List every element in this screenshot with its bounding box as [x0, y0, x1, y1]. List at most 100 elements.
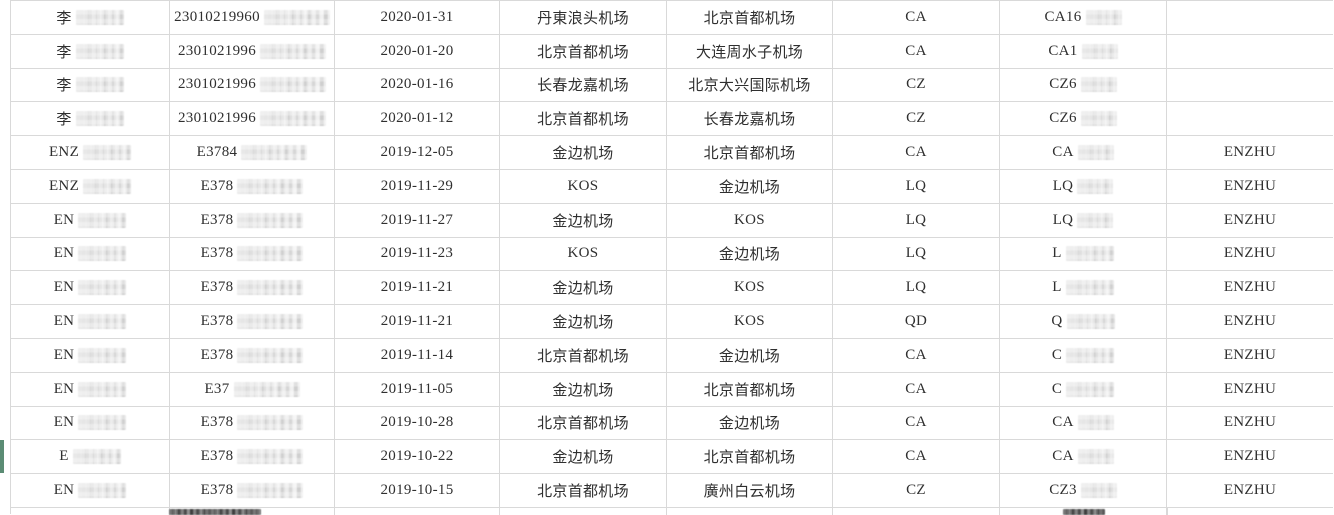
cell-id-number[interactable]: E378 [170, 169, 335, 203]
cell-airline-code[interactable]: CZ [833, 474, 1000, 507]
cell-flight-date[interactable]: 2020-01-12 [335, 102, 500, 136]
cell-flight-number[interactable]: LQ [1000, 203, 1167, 237]
cell-flight-date[interactable]: 2019-10-22 [335, 440, 500, 474]
cell-account-name[interactable] [1167, 102, 1333, 135]
cell-departure-airport[interactable]: 金边机场 [500, 203, 667, 237]
cell-passenger-name[interactable]: EN [11, 474, 170, 507]
cell-departure-airport[interactable]: 金边机场 [500, 271, 667, 305]
cell-account-name[interactable]: ENZHU [1167, 305, 1333, 338]
table-row[interactable]: EN E378 2019-11-27 金边机场 KOS LQ LQ ENZHU [11, 203, 1333, 238]
cell-departure-airport[interactable]: KOS [500, 169, 667, 203]
cell-flight-number[interactable]: Q [1000, 305, 1167, 338]
cell-id-number[interactable]: 2301021996 [170, 102, 335, 136]
cell-id-number[interactable]: 2301021996 [170, 34, 335, 68]
cell-account-name[interactable]: ENZHU [1167, 204, 1333, 237]
cell-flight-date[interactable]: 2020-01-20 [335, 34, 500, 68]
cell-departure-airport[interactable]: 北京首都机场 [500, 102, 667, 136]
cell-departure-airport[interactable]: 北京首都机场 [500, 338, 667, 372]
cell-account-name[interactable]: ENZHU [1167, 474, 1333, 507]
cell-airline-code[interactable]: CA [833, 34, 1000, 68]
table-row[interactable]: EN E378 2019-10-15 北京首都机场 廣州白云机场 CZ CZ3 ENZHU [11, 474, 1333, 508]
cell-account-name[interactable]: ENZHU [1167, 373, 1333, 406]
cell-flight-date[interactable]: 2019-11-21 [335, 305, 500, 338]
cell-flight-number[interactable]: CA [1000, 406, 1167, 440]
cell-airline-code[interactable]: CZ [833, 102, 1000, 136]
cell-account-name[interactable]: ENZHU [1167, 407, 1333, 440]
cell-airline-code[interactable]: LQ [833, 271, 1000, 305]
cell-arrival-airport[interactable]: KOS [667, 203, 833, 237]
cell-departure-airport[interactable]: 北京首都机场 [500, 474, 667, 507]
cell-passenger-name[interactable]: ENZ [11, 136, 170, 169]
cell-flight-date[interactable]: 2019-12-05 [335, 136, 500, 169]
table-row[interactable]: EN E37 2019-11-05 金边机场 北京首都机场 CA C ENZHU [11, 372, 1333, 407]
table-row[interactable]: EN E378 2019-11-21 金边机场 KOS QD Q ENZHU [11, 305, 1333, 339]
cell-id-number[interactable]: E378 [170, 338, 335, 372]
cell-id-number[interactable]: E378 [170, 305, 335, 338]
cell-id-number[interactable]: E37 [170, 372, 335, 406]
table-row[interactable]: EN E378 2019-10-28 北京首都机场 金边机场 CA CA ENZHU [11, 406, 1333, 441]
cell-arrival-airport[interactable]: 廣州白云机场 [667, 474, 833, 507]
cell-passenger-name[interactable]: EN [11, 305, 170, 338]
cell-arrival-airport[interactable]: KOS [667, 305, 833, 338]
cell-flight-number[interactable]: CZ3 [1000, 474, 1167, 507]
cell-passenger-name[interactable]: EN [11, 271, 170, 305]
cell-passenger-name[interactable]: EN [11, 338, 170, 372]
cell-account-name[interactable] [1167, 35, 1333, 68]
cell-id-number[interactable]: E378 [170, 440, 335, 474]
cell-airline-code[interactable]: CA [833, 406, 1000, 440]
cell-passenger-name[interactable]: 李 [11, 34, 170, 68]
table-row[interactable]: 李 2301021996 2020-01-12 北京首都机场 长春龙嘉机场 CZ CZ6 [11, 102, 1333, 137]
table-row[interactable]: ENZ E3784 2019-12-05 金边机场 北京首都机场 CA CA ENZHU [11, 136, 1333, 170]
cell-passenger-name[interactable]: EN [11, 203, 170, 237]
cell-flight-date[interactable]: 2019-11-29 [335, 169, 500, 203]
cell-flight-date[interactable]: 2020-01-31 [335, 1, 500, 34]
cell-flight-date[interactable]: 2019-11-14 [335, 338, 500, 372]
table-row[interactable]: 李 2301021996 2020-01-20 北京首都机场 大连周水子机场 CA CA1 [11, 34, 1333, 69]
cell-airline-code[interactable]: LQ [833, 237, 1000, 271]
cell-flight-date[interactable]: 2019-11-21 [335, 271, 500, 305]
cell-departure-airport[interactable]: 北京首都机场 [500, 406, 667, 440]
cell-airline-code[interactable]: CA [833, 1, 1000, 34]
cell-id-number[interactable]: E378 [170, 271, 335, 305]
cell-account-name[interactable]: ENZHU [1167, 339, 1333, 372]
cell-passenger-name[interactable]: ENZ [11, 169, 170, 203]
cell-arrival-airport[interactable]: 金边机场 [667, 169, 833, 203]
cell-passenger-name[interactable]: EN [11, 372, 170, 406]
cell-flight-date[interactable]: 2019-11-27 [335, 203, 500, 237]
cell-airline-code[interactable]: CA [833, 440, 1000, 474]
cell-arrival-airport[interactable]: 北京首都机场 [667, 136, 833, 169]
table-row[interactable]: E E378 2019-10-22 金边机场 北京首都机场 CA CA ENZHU [11, 440, 1333, 475]
cell-id-number[interactable]: E378 [170, 406, 335, 440]
cell-arrival-airport[interactable]: 金边机场 [667, 338, 833, 372]
cell-passenger-name[interactable]: 李 [11, 102, 170, 136]
cell-departure-airport[interactable]: 金边机场 [500, 440, 667, 474]
cell-flight-number[interactable]: CA [1000, 440, 1167, 474]
cell-account-name[interactable] [1167, 1, 1333, 34]
cell-account-name[interactable]: ENZHU [1167, 271, 1333, 304]
cell-flight-date[interactable]: 2019-11-05 [335, 372, 500, 406]
cell-arrival-airport[interactable]: KOS [667, 271, 833, 305]
cell-flight-date[interactable]: 2019-10-15 [335, 474, 500, 507]
cell-airline-code[interactable]: LQ [833, 169, 1000, 203]
table-row[interactable]: EN E378 2019-11-14 北京首都机场 金边机场 CA C ENZHU [11, 338, 1333, 373]
cell-passenger-name[interactable]: 李 [11, 68, 170, 102]
cell-airline-code[interactable]: CA [833, 136, 1000, 169]
cell-flight-number[interactable]: CZ6 [1000, 102, 1167, 136]
cell-flight-date[interactable]: 2019-11-23 [335, 237, 500, 271]
cell-flight-number[interactable]: C [1000, 372, 1167, 406]
cell-passenger-name[interactable]: 李 [11, 1, 170, 34]
table-row[interactable]: ENZ E378 2019-11-29 KOS 金边机场 LQ LQ ENZHU [11, 169, 1333, 204]
table-row[interactable]: EN E378 2019-11-21 金边机场 KOS LQ L ENZHU [11, 271, 1333, 306]
cell-flight-number[interactable]: LQ [1000, 169, 1167, 203]
cell-account-name[interactable] [1167, 69, 1333, 102]
cell-arrival-airport[interactable]: 金边机场 [667, 237, 833, 271]
cell-departure-airport[interactable]: 北京首都机场 [500, 34, 667, 68]
cell-arrival-airport[interactable]: 北京首都机场 [667, 372, 833, 406]
cell-flight-number[interactable]: CA1 [1000, 34, 1167, 68]
cell-passenger-name[interactable]: EN [11, 406, 170, 440]
cell-departure-airport[interactable]: KOS [500, 237, 667, 271]
cell-id-number[interactable]: E3784 [170, 136, 335, 169]
cell-flight-number[interactable]: L [1000, 271, 1167, 305]
cell-id-number[interactable]: 2301021996 [170, 68, 335, 102]
cell-arrival-airport[interactable]: 北京首都机场 [667, 440, 833, 474]
